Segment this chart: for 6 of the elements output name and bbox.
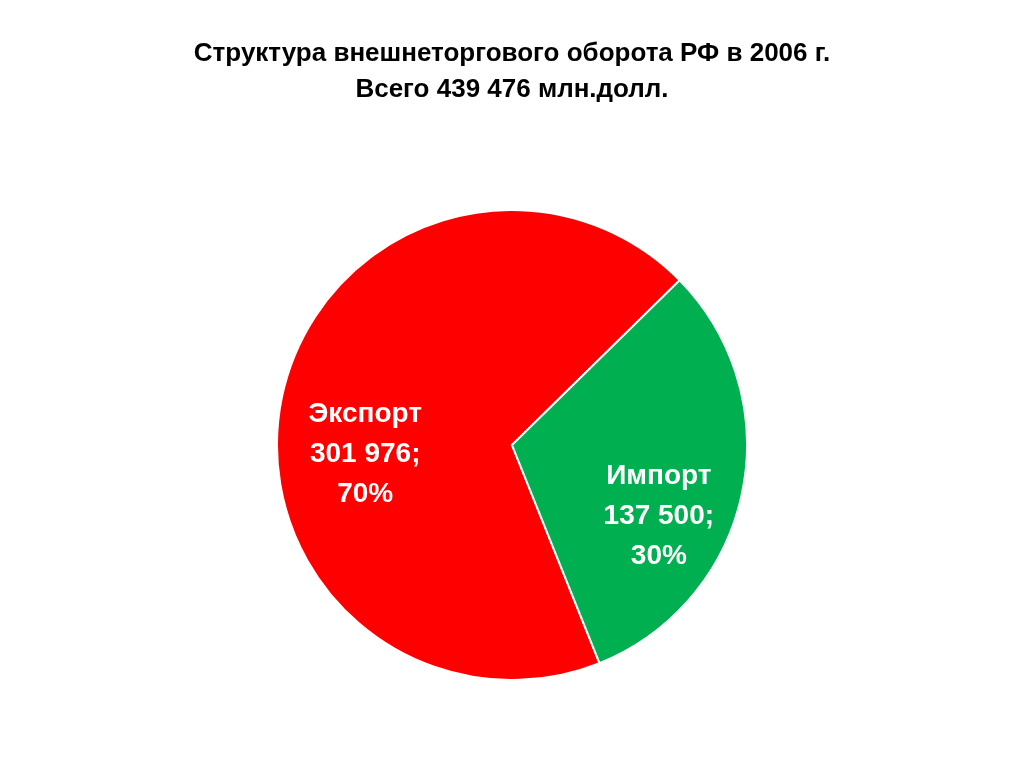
data-label: 137 500; 30%: [603, 498, 715, 570]
data-label: 301 976; 70%: [309, 437, 421, 509]
chart-title: Структура внешнеторгового оборота РФ в 2006 г.: [193, 37, 831, 67]
slice-label: Импорт: [606, 458, 712, 490]
slice-label: Экспорт: [308, 397, 422, 429]
chart-subtitle: Всего 439 476 млн.долл.: [355, 73, 669, 103]
